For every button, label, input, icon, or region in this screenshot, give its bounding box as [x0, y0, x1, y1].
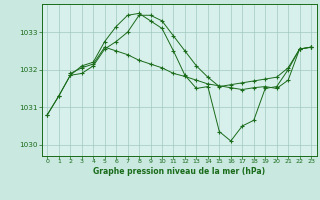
X-axis label: Graphe pression niveau de la mer (hPa): Graphe pression niveau de la mer (hPa)	[93, 167, 265, 176]
